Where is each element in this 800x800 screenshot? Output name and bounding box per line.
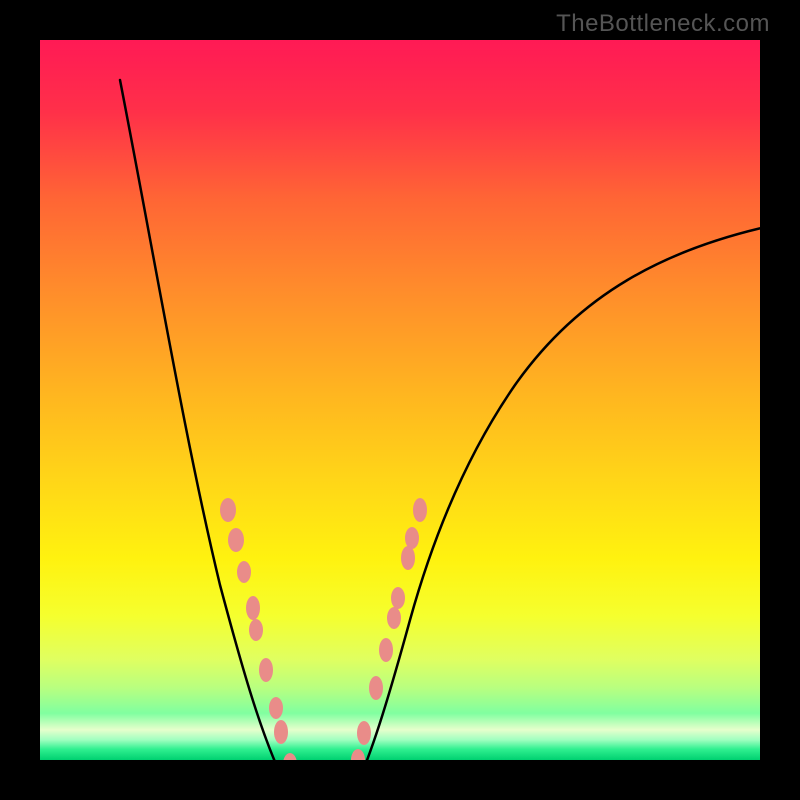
- marker-point: [391, 587, 405, 609]
- marker-point: [274, 720, 288, 744]
- plot-area: [40, 40, 760, 760]
- marker-point: [413, 498, 427, 522]
- marker-point: [357, 721, 371, 745]
- marker-point: [401, 546, 415, 570]
- marker-point: [259, 658, 273, 682]
- marker-point: [379, 638, 393, 662]
- marker-point: [249, 619, 263, 641]
- curve-layer: [40, 40, 760, 760]
- watermark-text: TheBottleneck.com: [556, 10, 770, 38]
- marker-point: [237, 561, 251, 583]
- marker-point: [246, 596, 260, 620]
- marker-point: [387, 607, 401, 629]
- marker-point: [369, 676, 383, 700]
- chart-canvas: TheBottleneck.com: [0, 0, 800, 800]
- marker-point: [405, 527, 419, 549]
- marker-point: [220, 498, 236, 522]
- marker-point: [269, 697, 283, 719]
- marker-point: [228, 528, 244, 552]
